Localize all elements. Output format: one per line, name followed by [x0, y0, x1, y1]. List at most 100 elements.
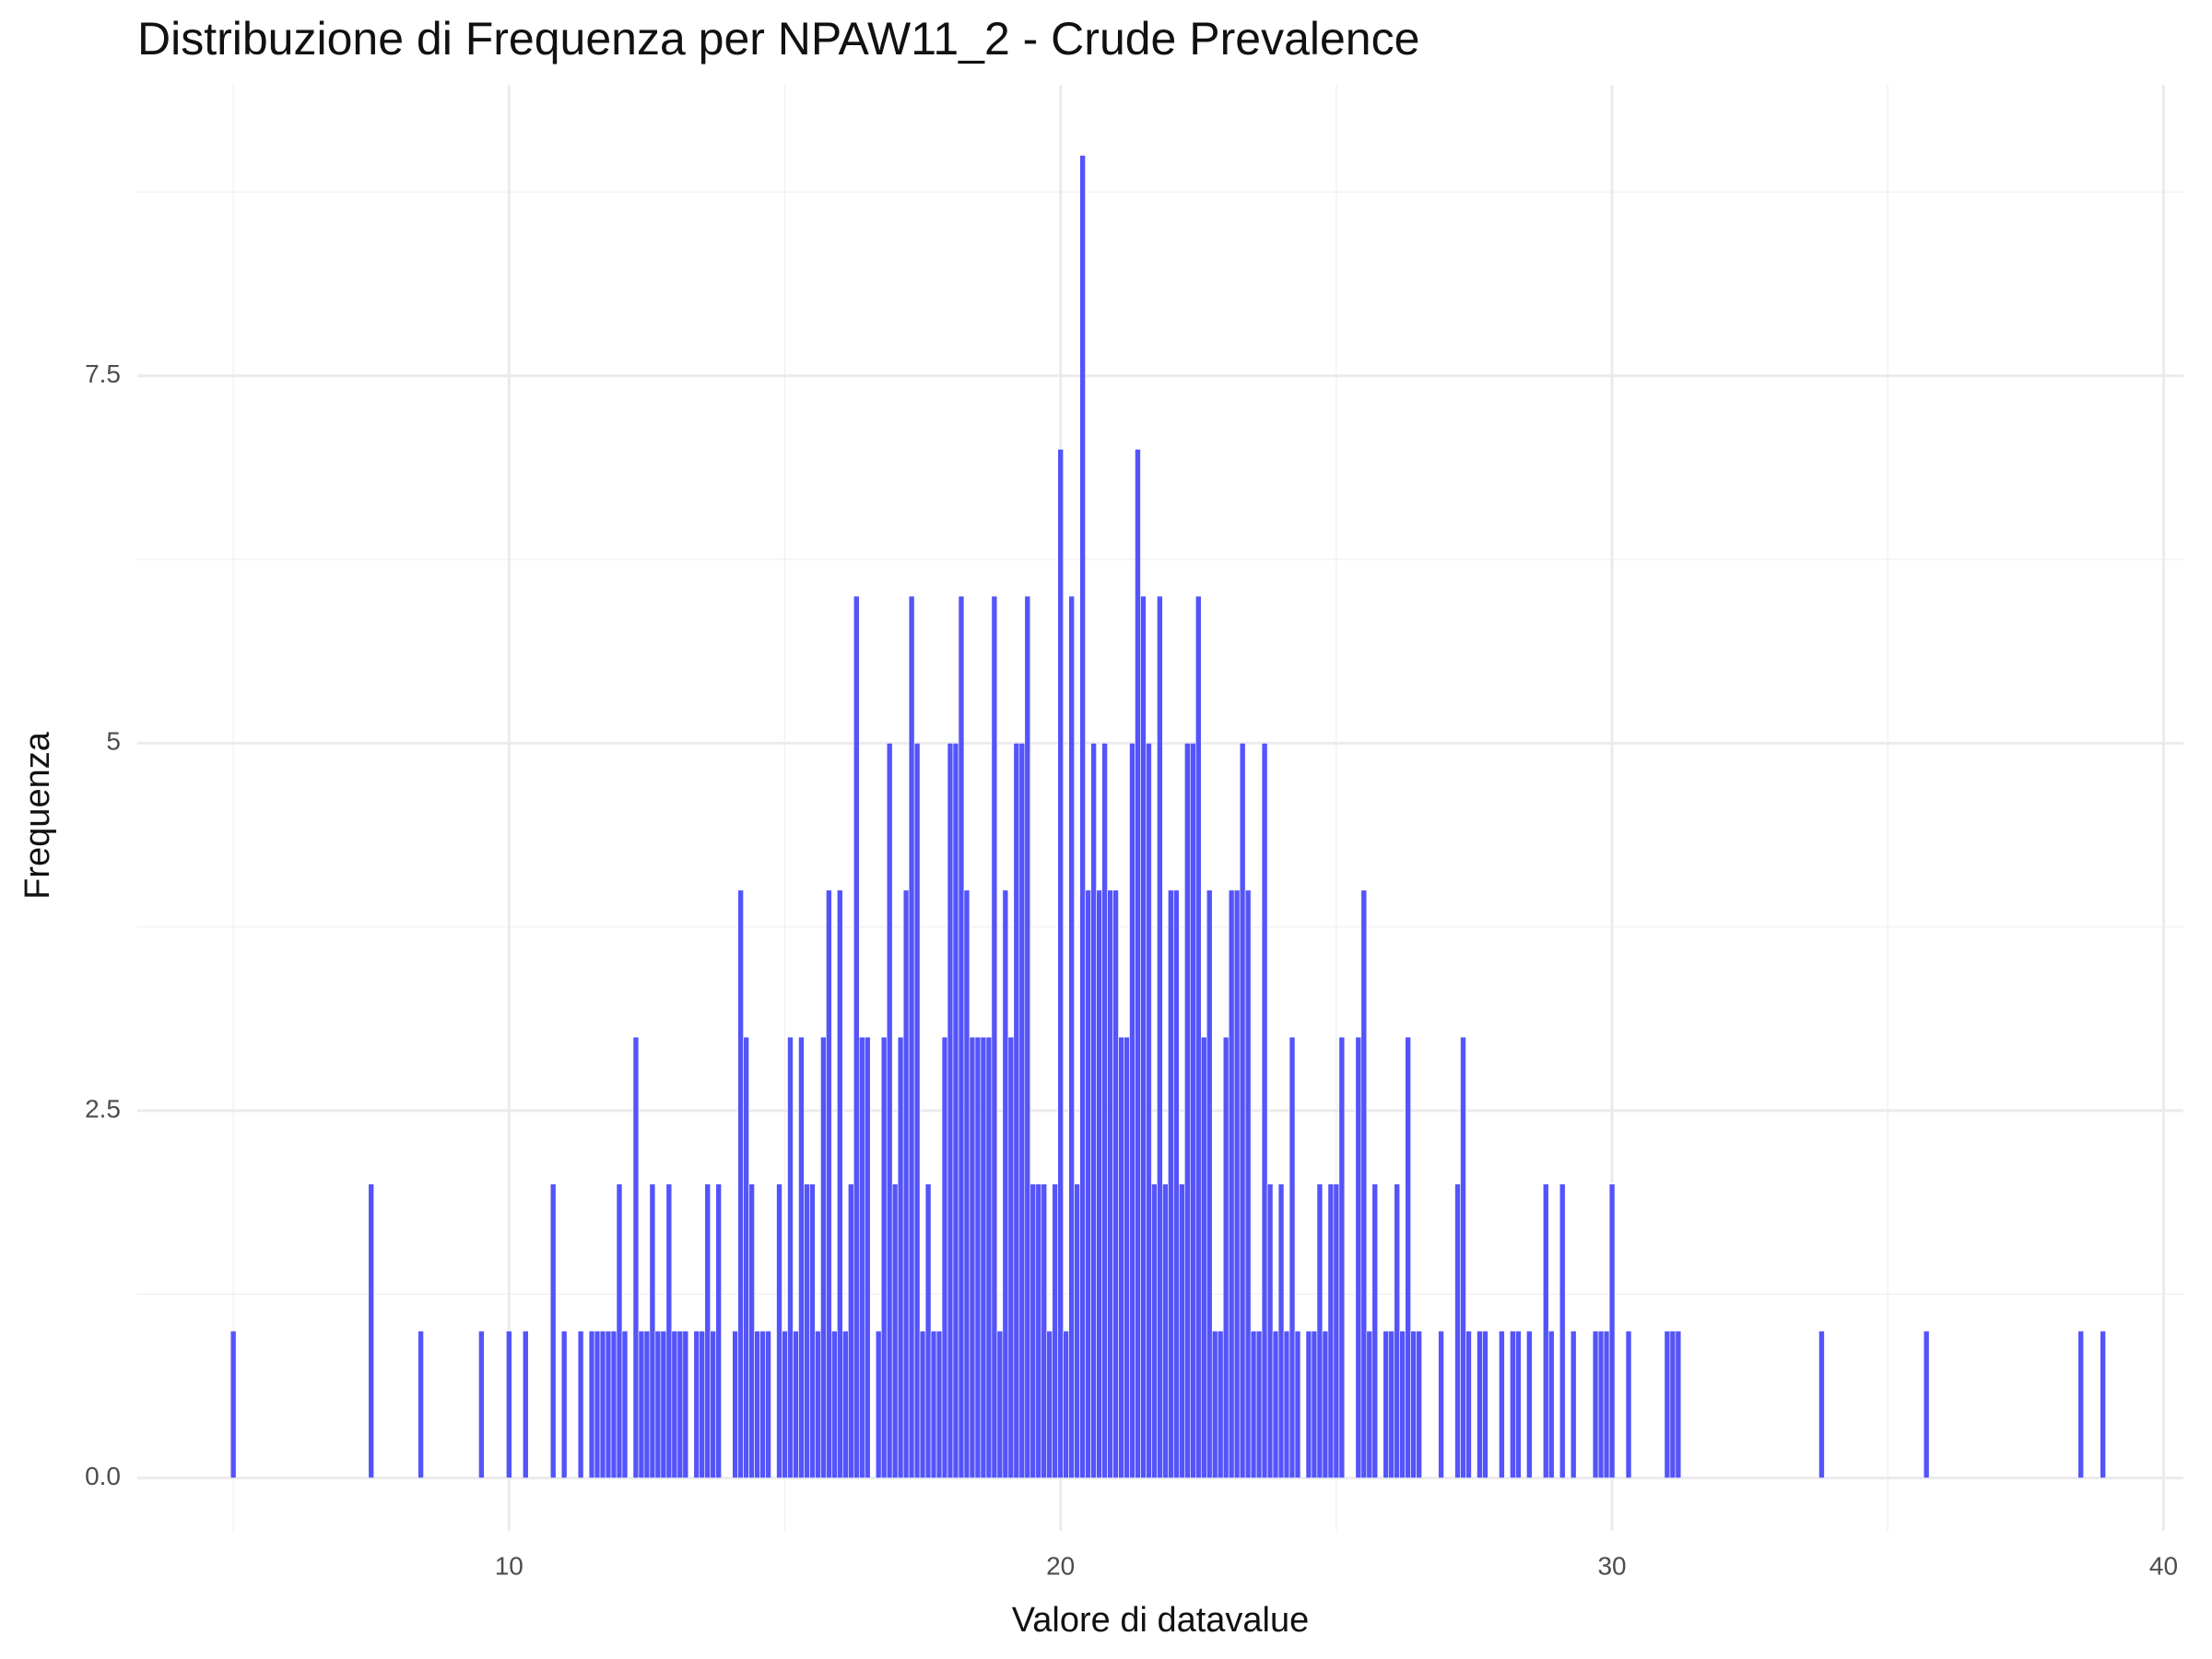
bar	[665, 1183, 673, 1478]
bar	[1261, 743, 1268, 1478]
bar	[588, 1330, 595, 1478]
bar	[1288, 1036, 1296, 1478]
bar	[858, 1036, 865, 1478]
bar	[1244, 889, 1252, 1478]
bar	[715, 1183, 722, 1478]
bar	[643, 1330, 651, 1478]
bar	[1173, 889, 1180, 1478]
bar	[1124, 1036, 1130, 1478]
bar	[743, 1036, 749, 1478]
bar	[1057, 449, 1064, 1478]
bar	[682, 1330, 689, 1478]
bar	[1211, 1330, 1218, 1478]
bar	[1179, 1183, 1185, 1478]
bar	[1266, 1183, 1274, 1478]
bar	[809, 1183, 816, 1478]
bar	[1515, 1330, 1522, 1478]
bar	[1200, 1036, 1207, 1478]
bar	[1184, 743, 1191, 1478]
y-tick-label: 2.5	[85, 1094, 121, 1123]
bar	[831, 1330, 838, 1478]
x-tick-label: 10	[495, 1551, 524, 1580]
bar	[229, 1330, 237, 1478]
bar	[732, 1330, 738, 1478]
bar	[759, 1330, 766, 1478]
bar	[704, 1183, 712, 1478]
bar	[864, 1036, 871, 1478]
bar	[1311, 1330, 1318, 1478]
bar	[963, 889, 971, 1478]
bar	[599, 1330, 606, 1478]
bar	[1194, 595, 1202, 1478]
bar	[985, 1036, 993, 1478]
bar	[1217, 1330, 1224, 1478]
bar	[2077, 1330, 2084, 1478]
bar	[1041, 1183, 1048, 1478]
bar	[1597, 1330, 1605, 1478]
bar	[654, 1330, 662, 1478]
bar	[1482, 1330, 1488, 1478]
bar	[710, 1330, 717, 1478]
bar	[782, 1330, 788, 1478]
bar	[1592, 1330, 1599, 1478]
bar	[787, 1036, 794, 1478]
bar	[1030, 1183, 1037, 1478]
bar	[737, 889, 744, 1478]
bar	[897, 1036, 904, 1478]
bar	[875, 1330, 882, 1478]
bar	[1135, 449, 1141, 1478]
bar	[560, 1330, 568, 1478]
bar	[418, 1330, 424, 1478]
bar	[1013, 743, 1020, 1478]
bar	[632, 1036, 640, 1478]
bar	[1168, 889, 1174, 1478]
bar	[594, 1330, 601, 1478]
bar	[1477, 1330, 1483, 1478]
bar	[1399, 1330, 1406, 1478]
bar	[1327, 1183, 1335, 1478]
bar	[1460, 1036, 1466, 1478]
bar	[1063, 1330, 1069, 1478]
bar	[913, 743, 921, 1478]
bar	[1090, 743, 1097, 1478]
bar	[699, 1330, 706, 1478]
bar	[1371, 1183, 1379, 1478]
bar	[776, 1183, 782, 1478]
bar	[837, 889, 843, 1478]
bar	[1388, 1330, 1395, 1478]
bar	[1101, 743, 1108, 1478]
bar	[1322, 1330, 1329, 1478]
bar	[815, 1330, 821, 1478]
bar	[891, 1183, 899, 1478]
bar	[1499, 1330, 1505, 1478]
bar	[958, 595, 965, 1478]
bar	[908, 595, 915, 1478]
bar	[902, 889, 910, 1478]
bar	[1360, 889, 1368, 1478]
bar	[848, 1183, 854, 1478]
bar	[919, 1330, 926, 1478]
bar	[754, 1330, 760, 1478]
bar	[1052, 1183, 1059, 1478]
bar	[1085, 889, 1091, 1478]
bar	[1118, 1036, 1124, 1478]
bar	[1283, 1330, 1290, 1478]
bar	[1162, 1183, 1169, 1478]
bar	[1570, 1330, 1577, 1478]
y-tick-label: 7.5	[85, 359, 121, 388]
bar	[693, 1330, 700, 1478]
bar	[1233, 889, 1241, 1478]
bar	[1157, 595, 1163, 1478]
bar	[1675, 1330, 1682, 1478]
bar	[1316, 1183, 1324, 1478]
bar	[1151, 1183, 1158, 1478]
bar	[1818, 1330, 1825, 1478]
bar	[610, 1330, 618, 1478]
bar	[1074, 1183, 1080, 1478]
bar	[947, 743, 954, 1478]
bar	[1542, 1183, 1549, 1478]
y-tick-label: 0.0	[85, 1462, 121, 1490]
bar	[1129, 743, 1135, 1478]
bar	[1664, 1330, 1671, 1478]
